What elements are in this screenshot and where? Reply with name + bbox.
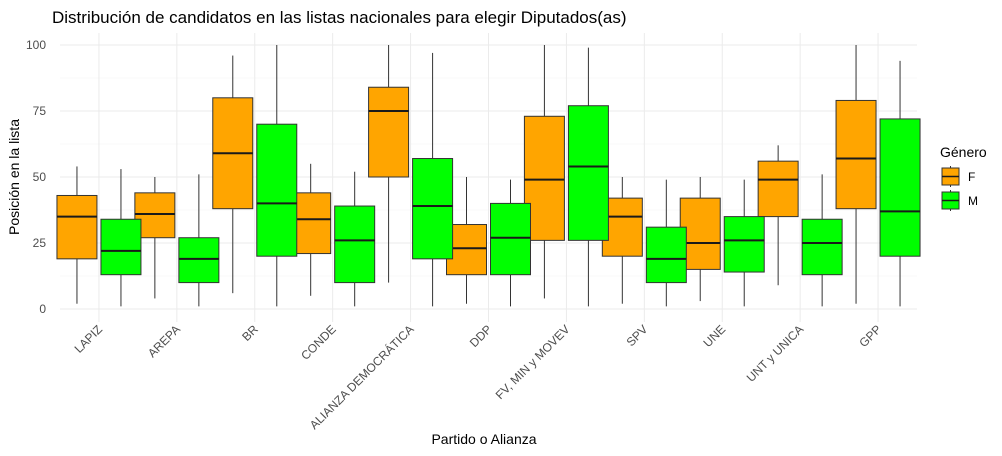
x-tick-label: UNT y UNICA	[744, 322, 807, 385]
x-axis-title: Partido o Alianza	[431, 431, 536, 447]
box-F-6	[523, 45, 565, 299]
x-tick-label: GPP	[856, 322, 884, 350]
box-F-2	[212, 55, 254, 294]
box-M-3	[334, 171, 376, 307]
y-tick-label: 50	[33, 170, 47, 184]
box-body	[757, 160, 799, 218]
box-F-4	[368, 45, 410, 283]
box-F-1	[134, 177, 176, 299]
box-body	[801, 218, 843, 276]
box-body	[601, 197, 643, 257]
box-body	[490, 202, 531, 276]
x-tick-label: AREPA	[145, 322, 183, 360]
x-tick-label: DDP	[467, 322, 495, 350]
box-body	[56, 194, 98, 260]
x-tick-label: SPV	[624, 322, 651, 349]
box-F-0	[56, 166, 98, 304]
box-body	[290, 192, 332, 255]
y-tick-label: 100	[26, 38, 46, 52]
box-body	[412, 158, 454, 260]
box-body	[523, 115, 565, 241]
box-body	[645, 226, 687, 284]
box-M-8	[723, 179, 765, 307]
box-M-2	[256, 45, 298, 307]
y-tick-label: 25	[33, 236, 47, 250]
box-M-10	[879, 60, 921, 307]
box-M-4	[412, 52, 454, 307]
y-axis-title: Posición en la lista	[6, 119, 22, 235]
y-tick-label: 75	[33, 104, 47, 118]
x-tick-label: UNE	[701, 322, 729, 350]
box-body	[723, 216, 765, 273]
box-body	[256, 123, 298, 257]
box-body	[100, 218, 142, 276]
y-axis-ticks: 0 25 50 75 100	[26, 38, 46, 316]
legend-label-F: F	[968, 170, 975, 184]
box-M-5	[490, 179, 531, 307]
legend: Género FM	[940, 144, 987, 211]
box-body	[679, 197, 721, 270]
box-body	[567, 105, 609, 241]
legend-title: Género	[940, 144, 987, 160]
box-M-6	[567, 47, 609, 307]
box-M-0	[100, 169, 142, 307]
box-M-1	[178, 174, 220, 307]
box-F-3	[290, 163, 332, 296]
x-tick-label: FV, MIN y MOVEV	[493, 322, 573, 402]
box-F-5	[446, 177, 487, 304]
y-tick-label: 0	[39, 302, 46, 316]
chart-title: Distribución de candidatos en las listas…	[52, 8, 627, 27]
box-body	[368, 86, 410, 178]
box-body	[879, 118, 921, 257]
x-tick-label: LAPIZ	[72, 322, 105, 355]
x-tick-label: CONDE	[298, 322, 339, 363]
box-F-9	[757, 145, 799, 286]
box-body	[134, 192, 176, 239]
box-body	[178, 237, 220, 284]
box-M-9	[801, 174, 843, 307]
boxes	[56, 45, 921, 307]
box-body	[446, 224, 487, 276]
box-M-7	[645, 179, 687, 307]
box-F-7	[601, 177, 643, 304]
box-F-8	[679, 177, 721, 302]
box-F-10	[835, 45, 877, 304]
x-tick-label: BR	[239, 322, 261, 344]
box-body	[334, 205, 376, 284]
legend-label-M: M	[968, 194, 978, 208]
box-body	[835, 99, 877, 210]
